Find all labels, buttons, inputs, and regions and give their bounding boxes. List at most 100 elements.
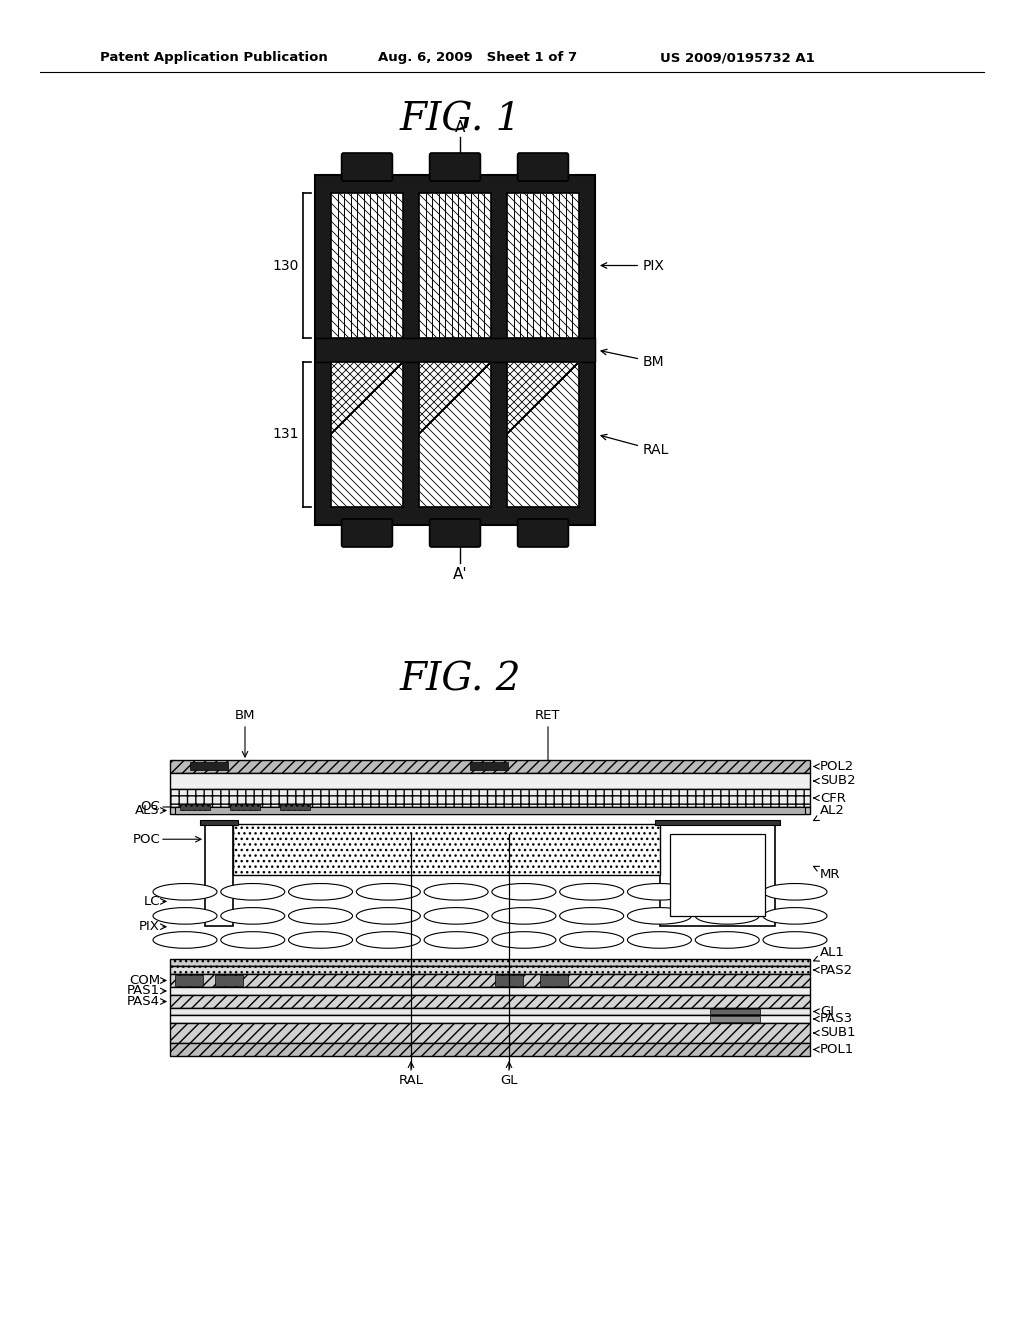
Bar <box>280 804 310 810</box>
Bar <box>170 960 810 966</box>
Bar <box>170 807 810 814</box>
Text: POC: POC <box>132 833 160 846</box>
Text: Patent Application Publication: Patent Application Publication <box>100 51 328 65</box>
Ellipse shape <box>628 883 691 900</box>
Bar <box>175 807 805 814</box>
Ellipse shape <box>560 932 624 948</box>
Text: OC: OC <box>140 800 160 813</box>
Text: FIG. 2: FIG. 2 <box>399 661 521 698</box>
FancyBboxPatch shape <box>430 519 480 546</box>
Ellipse shape <box>763 932 827 948</box>
Bar <box>170 1043 810 1056</box>
Ellipse shape <box>492 883 556 900</box>
Text: PAS1: PAS1 <box>127 985 160 998</box>
Text: RET: RET <box>536 709 561 722</box>
Bar <box>655 820 780 825</box>
Text: CFR: CFR <box>814 792 846 804</box>
Text: LC: LC <box>143 895 160 908</box>
Ellipse shape <box>221 908 285 924</box>
Bar <box>507 362 579 507</box>
Bar <box>710 1008 760 1014</box>
FancyBboxPatch shape <box>430 153 480 181</box>
Ellipse shape <box>628 932 691 948</box>
Text: RAL: RAL <box>398 1074 424 1086</box>
Bar <box>170 966 810 974</box>
Bar <box>233 824 660 875</box>
Bar <box>180 804 210 810</box>
Ellipse shape <box>560 883 624 900</box>
Bar <box>419 193 490 338</box>
Text: Aug. 6, 2009   Sheet 1 of 7: Aug. 6, 2009 Sheet 1 of 7 <box>378 51 578 65</box>
Text: BM: BM <box>234 709 255 722</box>
Ellipse shape <box>153 932 217 948</box>
Bar <box>170 774 810 789</box>
Bar <box>200 820 238 825</box>
FancyBboxPatch shape <box>342 153 392 181</box>
Bar <box>660 824 775 925</box>
Text: POL1: POL1 <box>814 1043 854 1056</box>
Bar <box>170 1008 810 1015</box>
Bar <box>495 975 523 986</box>
Ellipse shape <box>424 908 488 924</box>
FancyBboxPatch shape <box>517 519 568 546</box>
Text: RAL: RAL <box>601 434 670 458</box>
Bar <box>230 804 260 810</box>
Ellipse shape <box>221 883 285 900</box>
Bar <box>315 176 595 525</box>
Ellipse shape <box>695 883 759 900</box>
Ellipse shape <box>289 932 352 948</box>
Bar <box>331 362 403 507</box>
Bar <box>170 1015 810 1023</box>
Text: MR: MR <box>814 866 841 882</box>
Text: PIX: PIX <box>139 920 160 933</box>
Ellipse shape <box>763 883 827 900</box>
Bar <box>170 987 810 995</box>
Bar <box>215 975 243 986</box>
Text: POL2: POL2 <box>814 760 854 774</box>
Ellipse shape <box>356 908 420 924</box>
Ellipse shape <box>492 932 556 948</box>
Ellipse shape <box>424 932 488 948</box>
Text: PAS4: PAS4 <box>127 995 160 1008</box>
Ellipse shape <box>424 883 488 900</box>
Text: PAS2: PAS2 <box>814 964 853 977</box>
Ellipse shape <box>695 908 759 924</box>
Ellipse shape <box>153 883 217 900</box>
Text: PIX: PIX <box>601 259 665 272</box>
Ellipse shape <box>356 932 420 948</box>
Ellipse shape <box>695 932 759 948</box>
Ellipse shape <box>289 883 352 900</box>
Text: 131: 131 <box>272 428 299 441</box>
Ellipse shape <box>560 908 624 924</box>
Text: SUB1: SUB1 <box>814 1027 856 1040</box>
Text: COM: COM <box>129 974 160 987</box>
FancyBboxPatch shape <box>342 519 392 546</box>
Bar <box>331 193 403 338</box>
Text: GI: GI <box>814 1005 834 1018</box>
Bar <box>170 789 810 807</box>
Bar <box>170 974 810 987</box>
Bar <box>507 193 579 338</box>
Text: A': A' <box>453 568 467 582</box>
Text: AL1: AL1 <box>814 946 845 961</box>
Text: BM: BM <box>601 350 665 370</box>
Ellipse shape <box>492 908 556 924</box>
Text: AL3: AL3 <box>135 804 160 817</box>
Text: A: A <box>455 120 465 135</box>
Text: 130: 130 <box>272 259 299 272</box>
Bar <box>670 834 765 916</box>
Text: GL: GL <box>501 1074 518 1086</box>
Bar <box>170 995 810 1008</box>
Ellipse shape <box>153 908 217 924</box>
Bar <box>205 824 233 925</box>
Bar <box>315 338 595 362</box>
Text: SUB2: SUB2 <box>814 775 856 788</box>
FancyBboxPatch shape <box>517 153 568 181</box>
Bar <box>419 362 490 507</box>
Text: US 2009/0195732 A1: US 2009/0195732 A1 <box>660 51 815 65</box>
Text: PAS3: PAS3 <box>814 1012 853 1026</box>
Bar <box>170 760 810 774</box>
Text: FIG. 1: FIG. 1 <box>399 102 521 139</box>
Text: AL2: AL2 <box>813 804 845 821</box>
Bar <box>170 1023 810 1043</box>
